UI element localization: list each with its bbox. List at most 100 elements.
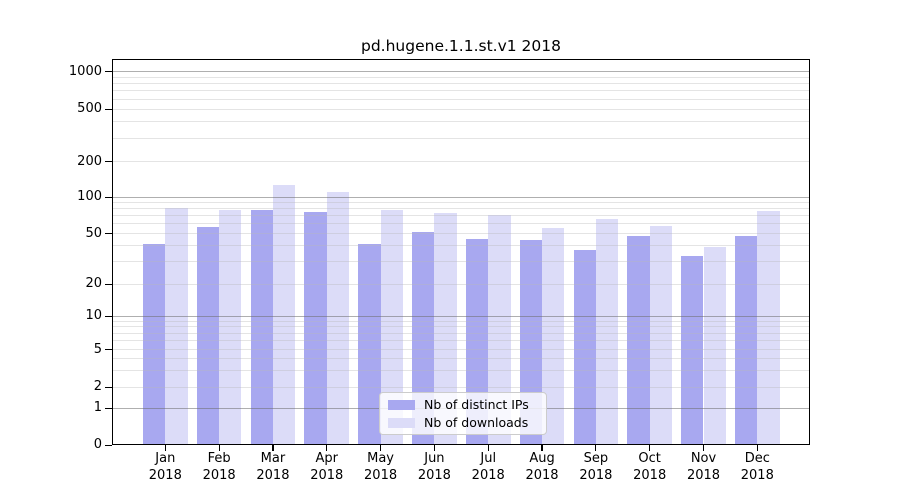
bar-distinct-ips-jun: [412, 231, 435, 445]
bar-downloads-jun: [434, 213, 457, 445]
gridline-minor: [113, 208, 809, 210]
y-tick-label: 1000: [68, 63, 102, 79]
x-tick: [433, 445, 435, 451]
gridline-minor: [113, 108, 809, 110]
gridline-major: [113, 71, 809, 72]
gridline-minor: [113, 245, 809, 247]
gridline-minor: [113, 320, 809, 322]
gridline-minor: [113, 121, 809, 123]
y-tick: [105, 233, 112, 235]
y-tick-label: 500: [77, 101, 102, 116]
legend-label: Nb of downloads: [424, 415, 529, 430]
gridline-minor: [113, 76, 809, 78]
x-tick: [649, 445, 651, 451]
bar-downloads-sep: [595, 219, 619, 445]
x-tick: [379, 445, 382, 451]
y-tick: [105, 444, 112, 446]
x-tick: [541, 445, 543, 451]
x-tick-label-dec: Dec 2018: [740, 451, 774, 483]
gridline-minor: [113, 98, 809, 100]
y-tick-label: 200: [77, 153, 102, 169]
gridline-major: [113, 196, 809, 198]
x-tick-label-jun: Jun 2018: [417, 451, 451, 483]
bar-distinct-ips-sep: [573, 249, 596, 445]
gridline-minor: [113, 83, 809, 85]
gridline-minor: [113, 137, 809, 139]
gridline-minor: [113, 332, 809, 334]
y-tick: [105, 283, 112, 285]
bar-downloads-aug: [542, 227, 565, 445]
legend-swatch-distinct-ips: [388, 399, 415, 410]
bar-distinct-ips-mar: [250, 209, 273, 445]
y-tick: [105, 407, 112, 409]
y-tick-label: 50: [85, 225, 102, 241]
y-tick-label: 100: [77, 189, 102, 204]
y-tick-label: 10: [85, 308, 102, 323]
y-tick: [105, 71, 112, 73]
x-tick: [487, 445, 489, 451]
bar-distinct-ips-apr: [304, 211, 327, 445]
gridline-minor: [113, 90, 809, 92]
chart-title: pd.hugene.1.1.st.v1 2018: [361, 37, 561, 55]
gridline-minor: [113, 386, 809, 388]
x-tick-label-aug: Aug 2018: [525, 451, 559, 483]
bar-downloads-apr: [326, 191, 350, 445]
bar-downloads-jul: [488, 214, 511, 445]
gridline-minor: [113, 261, 809, 263]
bar-distinct-ips-jan: [143, 243, 166, 445]
y-tick-label: 20: [85, 276, 102, 291]
x-tick-label-jul: Jul 2018: [471, 451, 505, 483]
bar-downloads-mar: [272, 185, 296, 445]
gridline-minor: [113, 340, 809, 342]
x-tick: [164, 445, 166, 451]
x-tick-label-apr: Apr 2018: [310, 451, 344, 483]
x-tick: [218, 445, 220, 451]
x-tick: [272, 445, 274, 451]
legend-row: Nb of downloads: [388, 415, 538, 430]
bar-downloads-feb: [219, 209, 242, 445]
y-tick-label: 0: [93, 437, 102, 452]
y-tick-label: 1: [93, 400, 102, 415]
gridline-minor: [113, 215, 809, 217]
x-tick: [326, 445, 328, 451]
bar-distinct-ips-feb: [196, 227, 220, 445]
bar-downloads-dec: [757, 210, 780, 445]
gridline-minor: [113, 326, 809, 328]
x-tick-label-sep: Sep 2018: [579, 451, 613, 483]
y-tick: [105, 196, 112, 198]
legend-swatch-downloads: [388, 417, 415, 428]
gridline-minor: [113, 223, 809, 225]
legend-row: Nb of distinct IPs: [388, 397, 538, 412]
x-tick-label-nov: Nov 2018: [686, 451, 721, 483]
bar-downloads-oct: [649, 226, 672, 445]
gridline-minor: [113, 369, 809, 371]
bar-downloads-may: [380, 209, 403, 445]
gridline-minor: [113, 358, 809, 360]
gridline-minor: [113, 161, 809, 162]
bar-distinct-ips-oct: [627, 236, 650, 445]
x-tick: [595, 445, 597, 451]
bar-distinct-ips-dec: [735, 236, 758, 445]
gridline-minor: [113, 202, 809, 204]
y-tick: [105, 108, 112, 110]
x-tick: [756, 445, 758, 451]
x-tick: [702, 445, 705, 451]
gridline-minor: [113, 283, 809, 285]
gridline-major: [113, 315, 809, 317]
legend: Nb of distinct IPs Nb of downloads: [379, 392, 547, 435]
bar-distinct-ips-may: [358, 243, 381, 445]
y-tick: [105, 161, 112, 163]
y-tick: [105, 386, 112, 388]
plot-area: Nb of distinct IPs Nb of downloads: [112, 59, 810, 445]
x-tick-label-jan: Jan 2018: [148, 451, 182, 483]
x-tick-label-oct: Oct 2018: [633, 451, 667, 483]
bar-distinct-ips-nov: [681, 255, 704, 445]
y-tick-label: 5: [93, 341, 102, 357]
y-tick: [105, 315, 112, 317]
legend-label: Nb of distinct IPs: [424, 397, 529, 412]
gridline-minor: [113, 349, 809, 350]
y-tick-label: 2: [93, 379, 102, 394]
bar-downloads-nov: [703, 246, 726, 445]
gridline-minor: [113, 233, 809, 234]
